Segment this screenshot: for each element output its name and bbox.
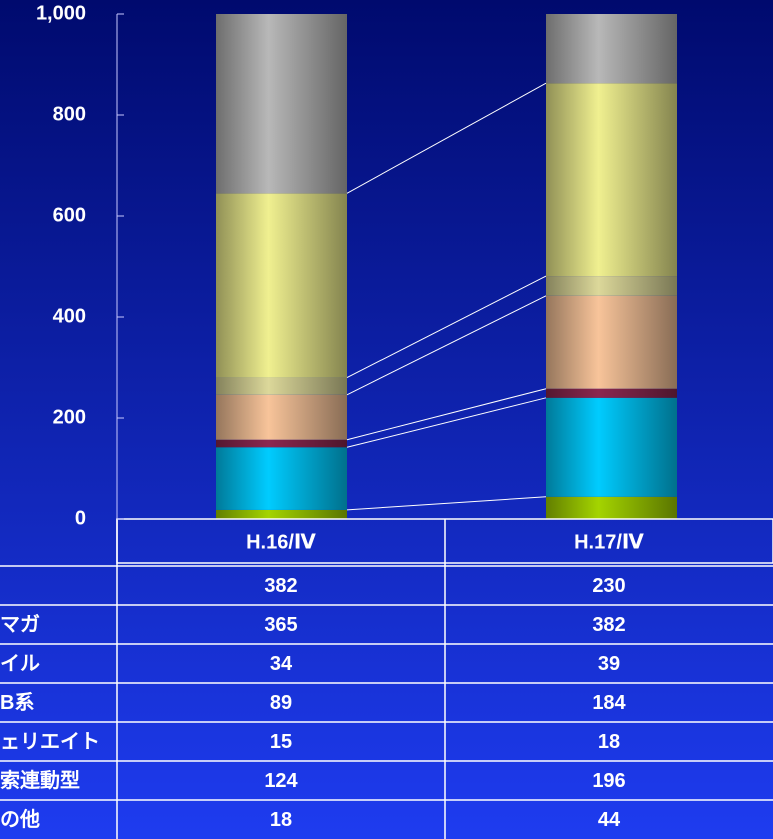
bar-segment bbox=[216, 394, 347, 440]
connector-line bbox=[346, 397, 547, 448]
bar-segment bbox=[216, 14, 347, 194]
connector-line bbox=[346, 275, 547, 379]
row-label: イル bbox=[0, 653, 40, 675]
y-tick-label: 600 bbox=[53, 204, 86, 226]
table-value: 382 bbox=[592, 614, 625, 636]
table-value: 124 bbox=[264, 770, 298, 792]
column-header: H.16/Ⅳ bbox=[246, 531, 316, 553]
data-table: H.16/Ⅳ H.17/Ⅳ 382 230 マガ 365 382 イル 34 39 B系 89 184 ェ… bbox=[0, 518, 773, 839]
connector-line bbox=[346, 496, 547, 511]
bar-segment bbox=[216, 193, 347, 378]
table-value: 18 bbox=[598, 731, 620, 753]
table-value: 89 bbox=[270, 692, 292, 714]
bar-segment bbox=[216, 377, 347, 395]
table-value: 34 bbox=[270, 653, 293, 675]
y-tick-label: 0 bbox=[75, 507, 86, 529]
bar-segment bbox=[216, 439, 347, 448]
table-value: 184 bbox=[592, 692, 626, 714]
bar-segment bbox=[546, 496, 677, 519]
bar-segment bbox=[546, 295, 677, 389]
row-label: の他 bbox=[0, 807, 40, 831]
y-tick-label: 1,000 bbox=[36, 2, 86, 24]
table-value: 18 bbox=[270, 809, 292, 831]
row-label: B系 bbox=[0, 691, 34, 714]
plot-area bbox=[216, 14, 677, 519]
table-value: 230 bbox=[592, 575, 625, 597]
bar-segment bbox=[546, 14, 677, 84]
connector-line bbox=[346, 82, 547, 194]
table-value: 365 bbox=[264, 614, 297, 636]
y-tick-label: 800 bbox=[53, 103, 86, 125]
y-tick-label: 200 bbox=[53, 406, 86, 428]
table-value: 382 bbox=[264, 575, 297, 597]
y-tick-label: 400 bbox=[53, 305, 86, 327]
bar-segment bbox=[216, 509, 347, 519]
table-value: 39 bbox=[598, 653, 620, 675]
column-header: H.17/Ⅳ bbox=[574, 531, 644, 553]
table-value: 44 bbox=[598, 809, 621, 831]
row-label: マガ bbox=[0, 613, 40, 636]
row-label: ェリエイト bbox=[0, 731, 100, 753]
connector-line bbox=[346, 295, 547, 396]
bar-segment bbox=[216, 447, 347, 510]
table-value: 15 bbox=[270, 731, 292, 753]
table-value: 196 bbox=[592, 770, 625, 792]
bar-segment bbox=[546, 83, 677, 277]
bar-segment bbox=[546, 388, 677, 398]
bar-segment bbox=[546, 276, 677, 296]
connector-line bbox=[346, 388, 547, 441]
bar-segment bbox=[546, 397, 677, 497]
row-label: 索連動型 bbox=[0, 768, 80, 792]
